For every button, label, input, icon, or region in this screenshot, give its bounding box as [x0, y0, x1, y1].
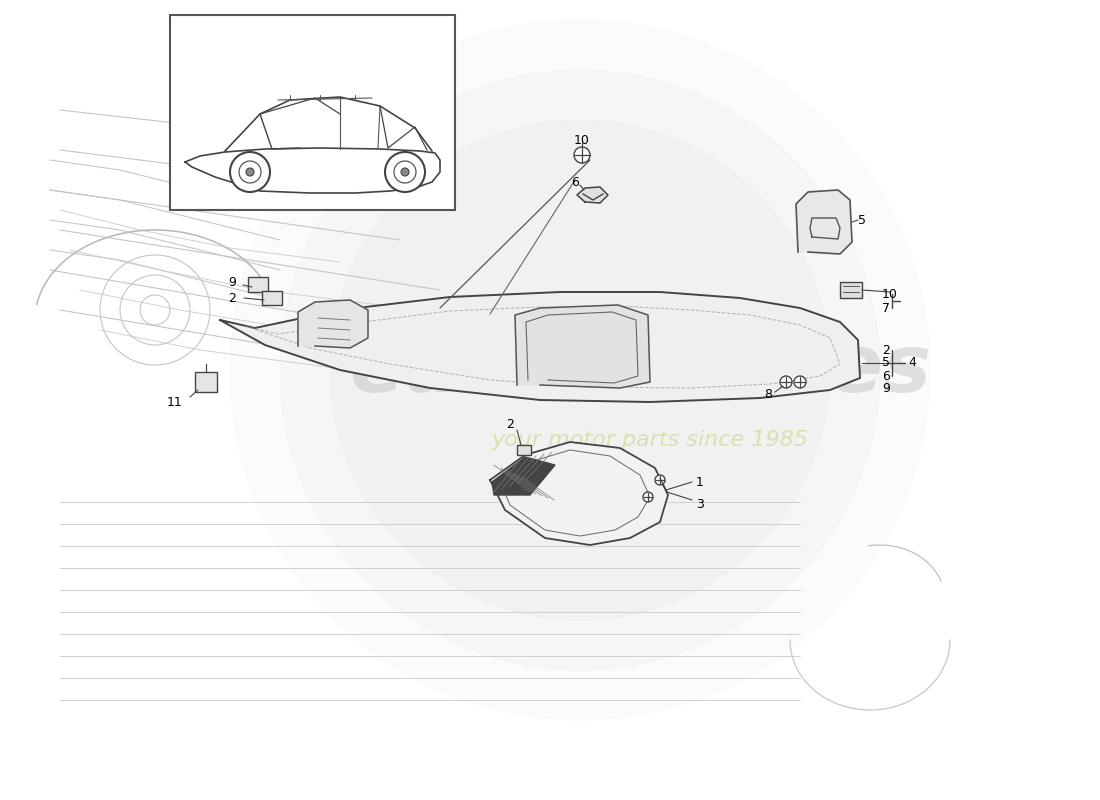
- Circle shape: [330, 120, 830, 620]
- Circle shape: [394, 161, 416, 183]
- Text: 11: 11: [167, 395, 183, 409]
- Circle shape: [654, 475, 666, 485]
- Text: 6: 6: [571, 175, 579, 189]
- Text: 5: 5: [858, 214, 866, 226]
- Circle shape: [780, 376, 792, 388]
- Polygon shape: [298, 300, 368, 348]
- Text: 5: 5: [882, 357, 890, 370]
- Text: 10: 10: [574, 134, 590, 146]
- Bar: [840, 282, 862, 298]
- Text: 4: 4: [908, 357, 916, 370]
- Circle shape: [644, 492, 653, 502]
- Circle shape: [246, 168, 254, 176]
- Bar: [248, 277, 268, 292]
- Circle shape: [794, 376, 806, 388]
- Text: your motor parts since 1985: your motor parts since 1985: [492, 430, 808, 450]
- Bar: [170, 15, 455, 210]
- Text: 6: 6: [882, 370, 890, 382]
- Circle shape: [574, 147, 590, 163]
- Text: 9: 9: [228, 275, 235, 289]
- Text: 2: 2: [882, 343, 890, 357]
- Bar: [195, 372, 217, 392]
- Bar: [517, 445, 531, 455]
- Text: 1: 1: [696, 475, 704, 489]
- Circle shape: [239, 161, 261, 183]
- Text: 3: 3: [696, 498, 704, 510]
- Polygon shape: [492, 457, 556, 495]
- Text: 9: 9: [882, 382, 890, 395]
- Text: 2: 2: [506, 418, 514, 431]
- Text: 8: 8: [764, 389, 772, 402]
- Circle shape: [402, 168, 409, 176]
- Text: 2: 2: [228, 291, 235, 305]
- Bar: [262, 291, 282, 305]
- Text: euromotores: euromotores: [349, 331, 931, 409]
- Circle shape: [280, 70, 880, 670]
- Polygon shape: [220, 292, 860, 402]
- Polygon shape: [796, 190, 852, 254]
- Polygon shape: [578, 187, 608, 203]
- Circle shape: [230, 152, 270, 192]
- Polygon shape: [490, 442, 668, 545]
- Polygon shape: [515, 305, 650, 388]
- Text: 7: 7: [882, 302, 890, 314]
- Circle shape: [385, 152, 425, 192]
- Text: 10: 10: [882, 287, 898, 301]
